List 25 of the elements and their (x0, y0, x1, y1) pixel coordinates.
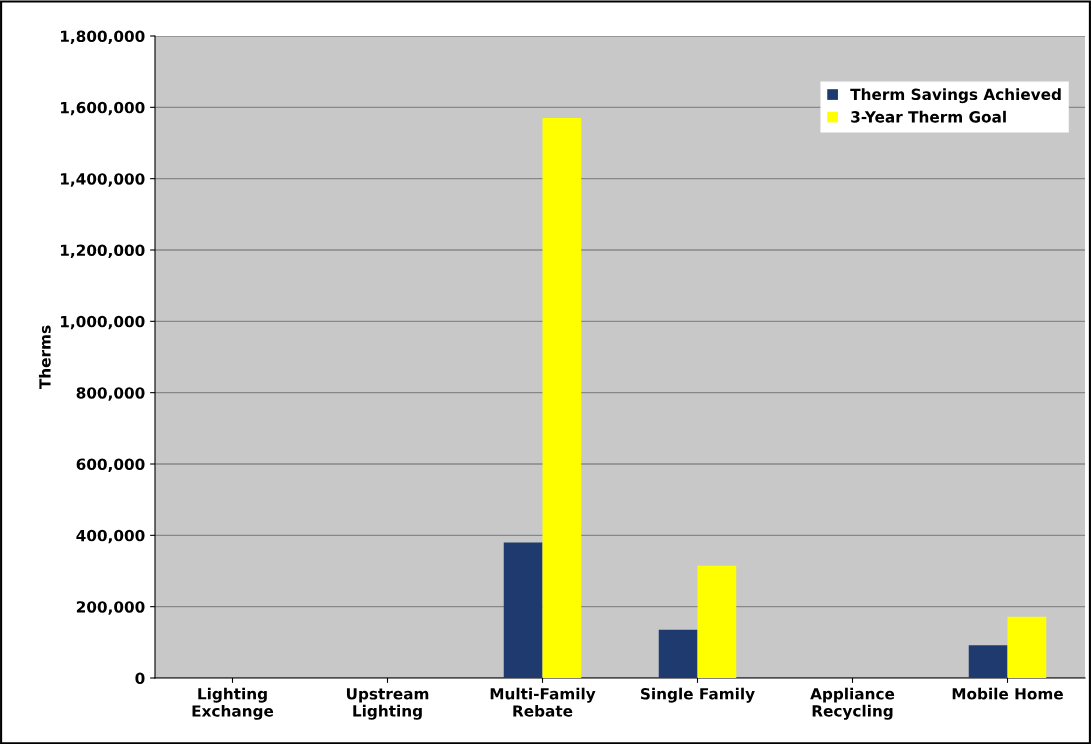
y-tick-label: 600,000 (76, 458, 145, 472)
bar (1007, 616, 1047, 678)
x-tick-label: Mobile Home (952, 687, 1063, 700)
x-tick-label: Lighting Exchange (192, 687, 274, 720)
y-tick-label: 1,400,000 (60, 173, 145, 187)
x-tick-label: Single Family (641, 687, 755, 703)
y-tick-label: 1,200,000 (60, 244, 145, 258)
bar (503, 542, 543, 678)
x-tick-label: Upstream Lighting (346, 688, 429, 720)
y-tick-label: 400,000 (76, 529, 145, 544)
x-tick-label: Multi-Family Rebate (490, 687, 596, 717)
bar (542, 118, 582, 678)
y-tick-label: 1,000,000 (60, 315, 145, 330)
legend-label: Therm Savings Achieved (850, 88, 1061, 104)
bar (658, 629, 698, 678)
y-tick-label: 200,000 (76, 601, 145, 615)
legend-label: 3-Year Therm Goal (851, 110, 1006, 123)
y-tick-label: 800,000 (76, 387, 145, 401)
y-tick-label: 1,800,000 (60, 30, 145, 44)
y-tick-label: 1,600,000 (60, 101, 145, 116)
bar (968, 645, 1008, 678)
x-tick-label: Appliance Recycling (810, 687, 895, 720)
bar (697, 565, 737, 678)
y-axis-title: Therms (38, 325, 51, 390)
y-tick-label: 0 (135, 672, 145, 685)
